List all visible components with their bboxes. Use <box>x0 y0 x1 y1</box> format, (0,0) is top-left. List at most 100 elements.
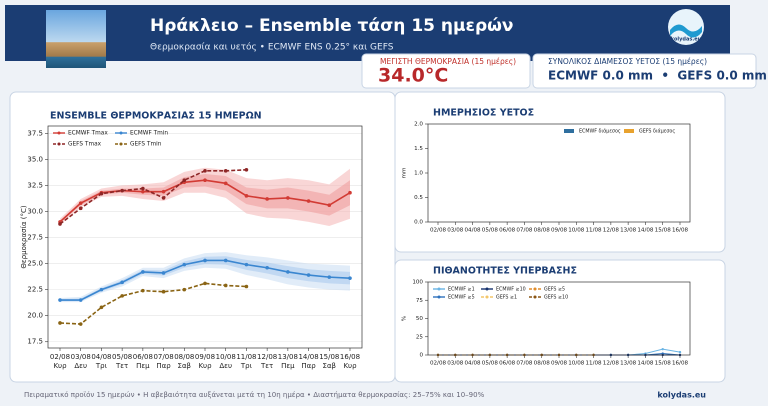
point <box>203 178 207 182</box>
x-tick-weekday: Τετ <box>260 362 273 370</box>
point <box>306 199 311 203</box>
x-tick-label: 07/08 <box>516 361 533 367</box>
point <box>223 283 228 288</box>
y-axis-label: mm <box>402 168 408 179</box>
y-tick-label: 50 <box>416 316 424 322</box>
point <box>286 270 290 274</box>
legend-label: GEFS Tmin <box>130 142 162 148</box>
y-tick-label: 1.0 <box>414 171 423 177</box>
legend-marker <box>437 295 441 299</box>
stat-label: ΜΕΓΙΣΤΗ ΘΕΡΜΟΚΡΑΣΙΑ (15 ημέρες) <box>380 57 516 66</box>
x-tick-weekday: Πεμ <box>281 362 295 370</box>
x-tick-label: 06/08 <box>133 353 153 361</box>
x-tick-label: 09/08 <box>195 353 215 361</box>
x-tick-label: 06/08 <box>499 228 516 234</box>
series-line <box>59 282 247 325</box>
x-tick-label: 08/08 <box>174 353 194 361</box>
x-tick-label: 08/08 <box>534 228 551 234</box>
point <box>348 190 352 195</box>
chart-title: ΠΙΘΑΝΟΤΗΤΕΣ ΥΠΕΡΒΑΣΗΣ <box>433 266 577 277</box>
x-tick-label: 16/08 <box>672 361 689 367</box>
y-tick-label: 17.5 <box>27 338 43 346</box>
legend-label: ECMWF ≥5 <box>448 295 475 301</box>
series-line <box>59 168 247 225</box>
point <box>244 262 249 267</box>
stat-value: 34.0°C <box>378 65 448 87</box>
stat-label: ΣΥΝΟΛΙΚΟΣ ΔΙΑΜΕΣΟΣ ΥΕΤΟΣ (15 ημέρες) <box>548 57 707 66</box>
point <box>244 284 249 289</box>
point <box>99 191 104 196</box>
x-tick-label: 04/08 <box>465 228 482 234</box>
point <box>78 298 83 302</box>
point <box>141 189 145 194</box>
y-tick-label: 1.5 <box>414 146 423 152</box>
band <box>60 167 350 227</box>
y-tick-label: 2.0 <box>414 122 423 128</box>
x-tick-weekday: Πεμ <box>136 362 150 370</box>
x-tick-label: 06/08 <box>499 361 516 367</box>
x-tick-label: 07/08 <box>153 353 173 361</box>
point <box>327 275 332 279</box>
legend-marker <box>485 295 489 299</box>
x-tick-label: 12/08 <box>603 228 620 234</box>
y-tick-label: 30.0 <box>27 207 43 215</box>
point <box>141 288 145 293</box>
x-tick-label: 10/08 <box>568 228 585 234</box>
point <box>348 276 352 280</box>
y-axis-label: % <box>402 316 408 321</box>
y-tick-label: 75 <box>416 298 424 304</box>
stat-value: ECMWF 0.0 mm • GEFS 0.0 mm <box>548 69 767 83</box>
point <box>161 196 166 200</box>
point <box>161 189 166 194</box>
point <box>78 206 83 211</box>
panel <box>394 259 726 383</box>
point <box>203 258 207 263</box>
x-tick-label: 13/08 <box>620 228 637 234</box>
point <box>265 197 269 201</box>
x-tick-label: 15/08 <box>655 228 672 234</box>
header-bar <box>5 5 730 61</box>
point <box>120 280 124 285</box>
point <box>78 201 83 205</box>
point <box>678 350 682 354</box>
chart-title: ENSEMBLE ΘΕΡΜΟΚΡΑΣΙΑΣ 15 ΗΜΕΡΩΝ <box>50 111 262 122</box>
point <box>286 196 290 200</box>
y-tick-label: 100 <box>412 280 423 286</box>
x-tick-label: 12/08 <box>603 361 620 367</box>
legend-marker <box>119 131 123 135</box>
y-tick-label: 35.0 <box>27 155 43 163</box>
y-tick-label: 20.0 <box>27 312 43 320</box>
x-tick-label: 15/08 <box>655 361 672 367</box>
x-tick-label: 09/08 <box>551 228 568 234</box>
y-tick-label: 37.5 <box>27 129 43 137</box>
point <box>161 271 166 275</box>
point <box>244 194 249 198</box>
x-tick-label: 14/08 <box>637 361 654 367</box>
point <box>58 298 62 302</box>
x-tick-label: 04/08 <box>91 353 111 361</box>
x-tick-label: 03/08 <box>71 353 91 361</box>
point <box>203 169 207 173</box>
x-tick-label: 07/08 <box>516 228 533 234</box>
x-tick-weekday: Τρι <box>240 362 253 370</box>
x-tick-label: 16/08 <box>340 353 360 361</box>
point <box>141 186 145 191</box>
x-tick-label: 09/08 <box>551 361 568 367</box>
legend-label: GEFS ≥10 <box>544 295 568 301</box>
y-tick-label: 27.5 <box>27 234 43 242</box>
x-tick-weekday: Κυρ <box>343 362 357 370</box>
point <box>223 169 228 173</box>
x-tick-weekday: Κυρ <box>198 362 212 370</box>
legend-label: GEFS ≥5 <box>544 287 565 293</box>
x-tick-label: 02/08 <box>50 353 70 361</box>
legend-marker <box>437 287 441 291</box>
x-tick-label: 03/08 <box>447 228 464 234</box>
x-tick-label: 11/08 <box>586 228 603 234</box>
legend-swatch <box>624 129 634 133</box>
footer-brand: kolydas.eu <box>657 391 706 400</box>
point <box>661 347 664 351</box>
point <box>99 287 104 292</box>
x-tick-label: 14/08 <box>637 228 654 234</box>
y-tick-label: 32.5 <box>27 181 43 189</box>
point <box>161 289 166 294</box>
